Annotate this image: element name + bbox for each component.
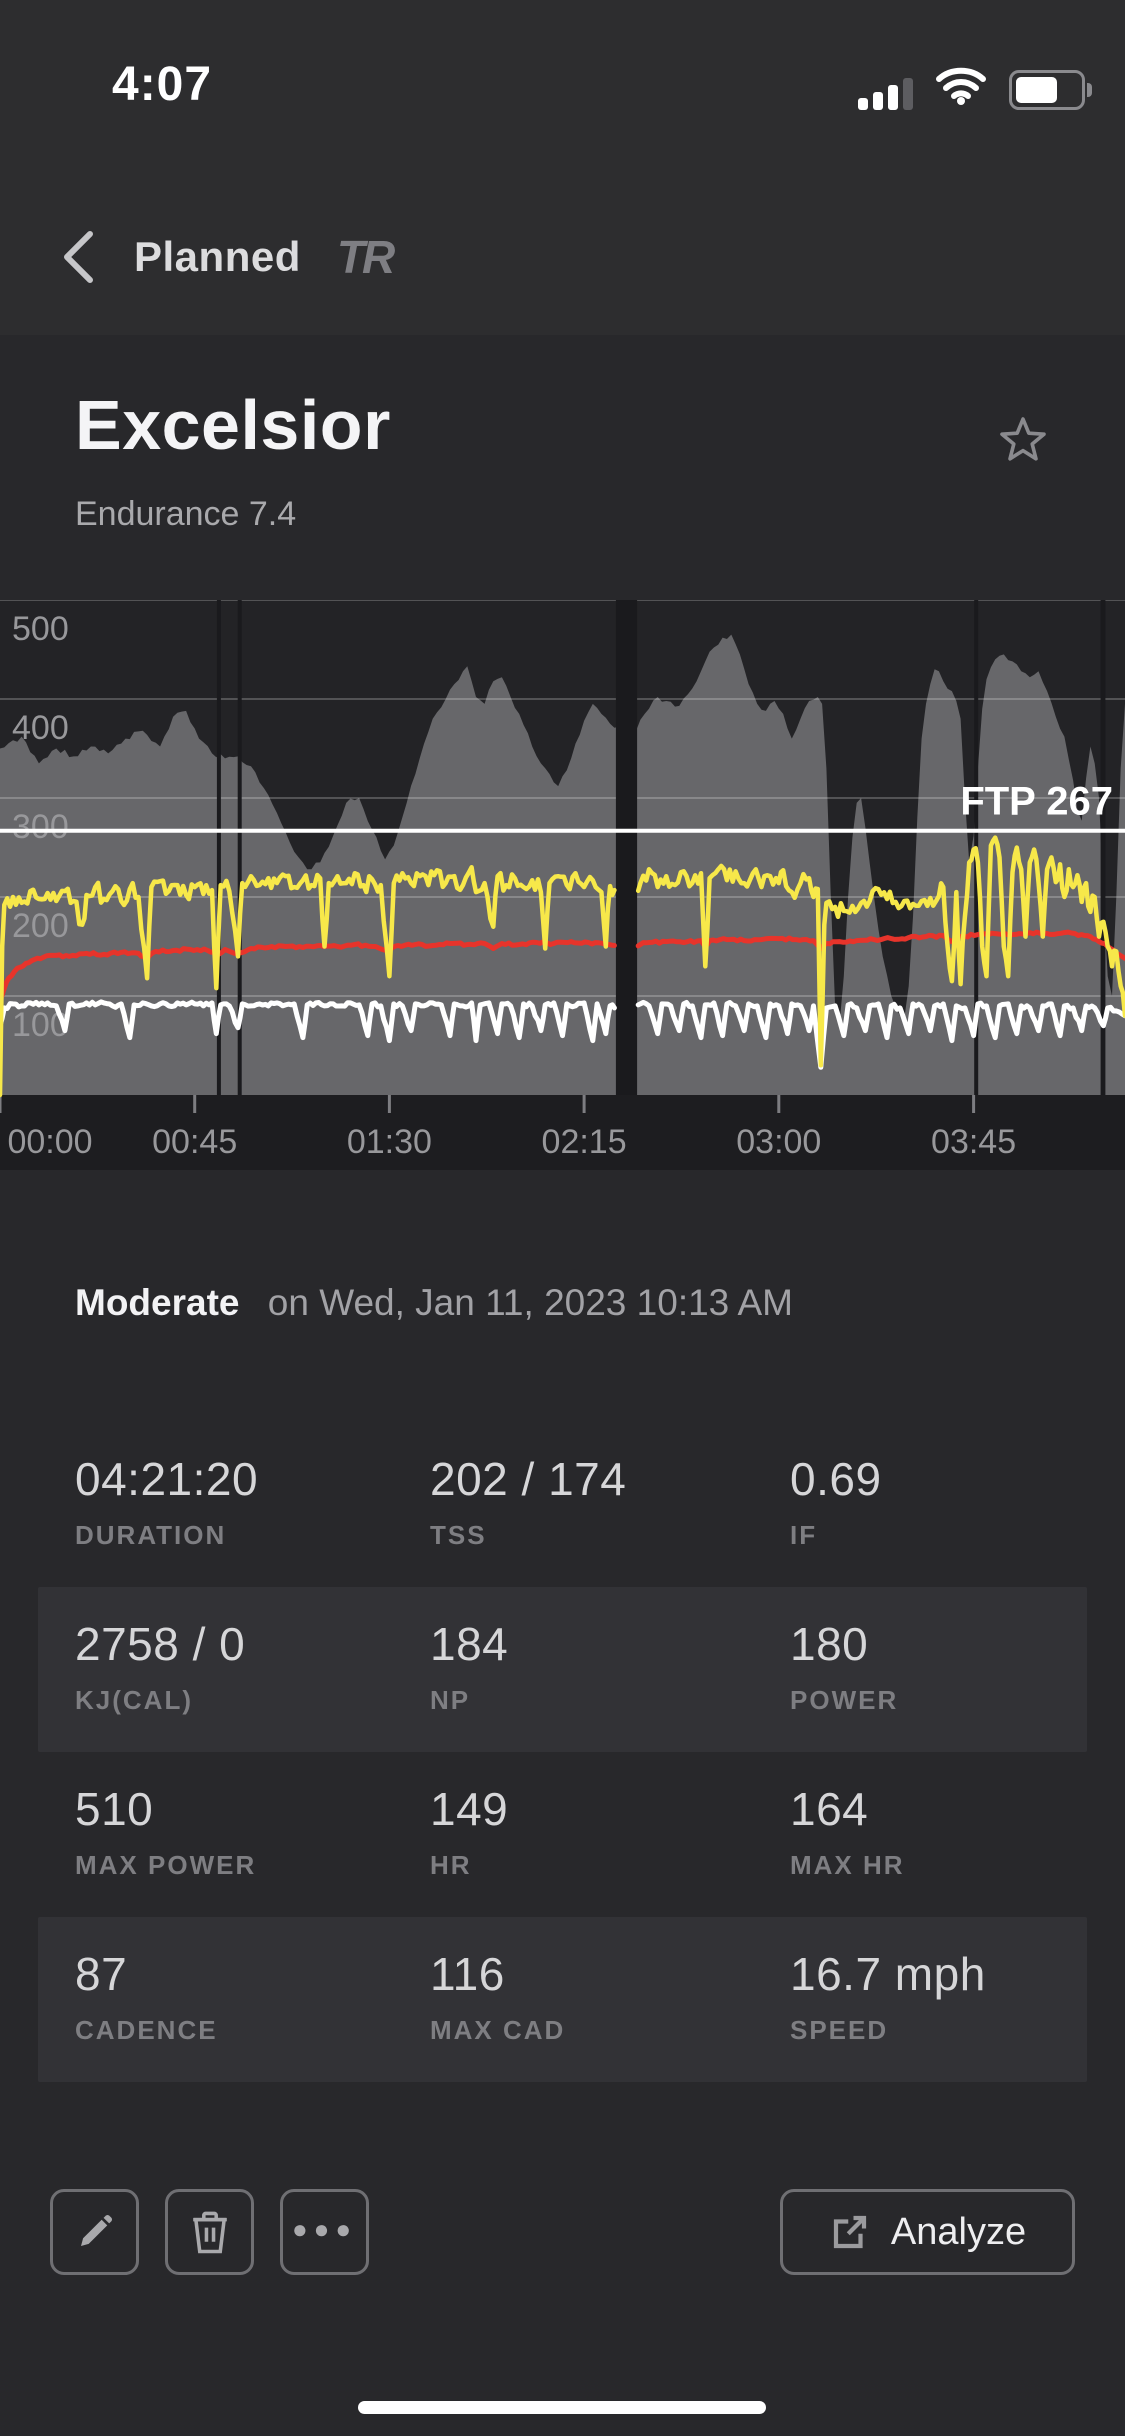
stats-row: 2758 / 0 KJ(CAL) 184 NP 180 POWER	[38, 1587, 1087, 1752]
favorite-star-icon[interactable]	[997, 415, 1049, 470]
workout-date: on Wed, Jan 11, 2023 10:13 AM	[267, 1282, 793, 1323]
intensity-label: Moderate	[75, 1282, 240, 1323]
workout-title: Excelsior	[75, 386, 391, 464]
svg-text:FTP 267: FTP 267	[960, 780, 1113, 824]
svg-text:01:30: 01:30	[347, 1123, 432, 1161]
stat-max-power: 510 MAX POWER	[75, 1783, 257, 1880]
stat-max-hr: 164 MAX HR	[790, 1783, 905, 1880]
trainerroad-logo: TR	[336, 230, 395, 283]
stat-max-cad: 116 MAX CAD	[430, 1948, 566, 2045]
summary-line: Moderate on Wed, Jan 11, 2023 10:13 AM	[0, 1170, 1125, 1324]
battery-fill	[1016, 77, 1057, 103]
cellular-signal-icon	[858, 76, 913, 110]
status-time: 4:07	[112, 58, 213, 111]
stat-kj: 2758 / 0 KJ(CAL)	[75, 1618, 246, 1715]
workout-screen: Excelsior Endurance 7.4 500 400 300 200 100 0…	[0, 335, 1125, 2436]
stats-row: 87 CADENCE 116 MAX CAD 16.7 mph SPEED	[38, 1917, 1087, 2082]
home-indicator[interactable]	[358, 2401, 766, 2414]
nav-bar: Planned TR	[0, 130, 1125, 335]
workout-subtitle: Endurance 7.4	[75, 495, 297, 533]
wifi-icon	[935, 67, 987, 110]
stat-np: 184 NP	[430, 1618, 509, 1715]
svg-text:400: 400	[12, 709, 69, 747]
svg-text:200: 200	[12, 907, 69, 945]
stat-hr: 149 HR	[430, 1783, 509, 1880]
analyze-button[interactable]: Analyze	[780, 2189, 1075, 2275]
stat-power: 180 POWER	[790, 1618, 899, 1715]
svg-text:300: 300	[12, 808, 69, 846]
ellipsis-icon: ●●●	[291, 2213, 358, 2244]
svg-text:03:00: 03:00	[736, 1123, 821, 1161]
svg-text:02:15: 02:15	[542, 1123, 627, 1161]
action-bar: ●●● Analyze	[0, 2189, 1125, 2275]
svg-text:00:45: 00:45	[152, 1123, 237, 1161]
stat-tss: 202 / 174 TSS	[430, 1453, 627, 1550]
svg-text:00:00: 00:00	[7, 1123, 92, 1161]
stats-row: 510 MAX POWER 149 HR 164 MAX HR	[0, 1752, 1125, 1917]
stat-duration: 04:21:20 DURATION	[75, 1453, 259, 1550]
edit-button[interactable]	[50, 2189, 139, 2275]
svg-text:500: 500	[12, 610, 69, 648]
delete-button[interactable]	[165, 2189, 254, 2275]
battery-icon	[1009, 70, 1092, 110]
workout-header: Excelsior Endurance 7.4	[0, 335, 1125, 600]
external-link-icon	[833, 2215, 866, 2249]
trash-icon	[192, 2211, 227, 2254]
top-chrome: 4:07 Planned TR	[0, 0, 1125, 335]
stat-speed: 16.7 mph SPEED	[790, 1948, 986, 2045]
stats-grid: 04:21:20 DURATION 202 / 174 TSS 0.69 IF 275…	[0, 1422, 1125, 2082]
stat-if: 0.69 IF	[790, 1453, 882, 1550]
analyze-label: Analyze	[890, 2210, 1027, 2253]
more-button[interactable]: ●●●	[280, 2189, 369, 2275]
pencil-icon	[80, 2214, 112, 2246]
nav-title: Planned	[134, 232, 301, 280]
status-bar: 4:07	[0, 0, 1125, 130]
stats-row: 04:21:20 DURATION 202 / 174 TSS 0.69 IF	[0, 1422, 1125, 1587]
svg-text:03:45: 03:45	[931, 1123, 1016, 1161]
workout-chart[interactable]: 500 400 300 200 100 00:00 00:45 01:30 02:15 03:00…	[0, 599, 1125, 1170]
stat-cadence: 87 CADENCE	[75, 1948, 218, 2045]
back-button[interactable]	[58, 229, 98, 285]
